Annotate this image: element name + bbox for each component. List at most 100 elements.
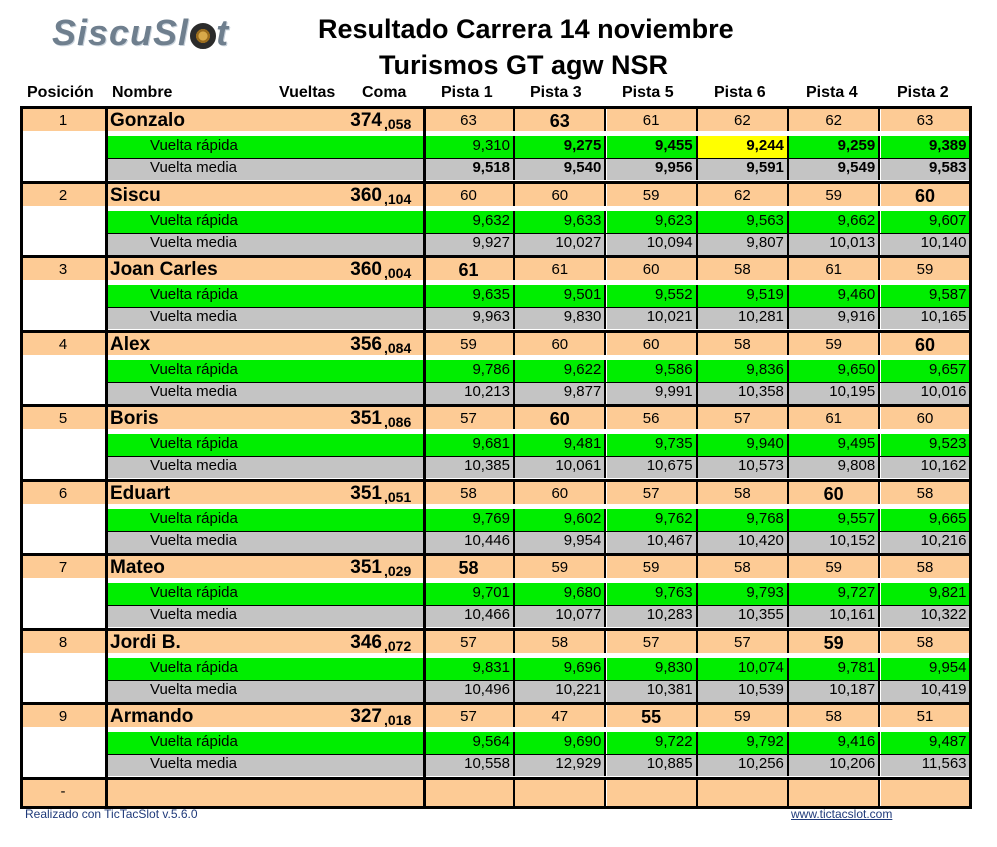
fast-lap-cell: 9,275 (515, 136, 607, 158)
block-divider (20, 627, 972, 631)
avg-lap-row: Vuelta media 10,446 9,954 10,467 10,420 10,15… (20, 530, 972, 553)
block-divider (20, 553, 972, 556)
fast-lap-cell: 9,244 (697, 136, 789, 158)
avg-lap-cell: 10,094 (606, 232, 698, 255)
fast-lap-cell: 9,523 (880, 434, 972, 456)
avg-lap-cell: 10,496 (424, 679, 515, 702)
laps-cell: 57 (424, 407, 515, 429)
avg-lap-label: Vuelta media (106, 605, 424, 627)
coma-value: ,051 (384, 488, 412, 504)
racer-name: Gonzalo (110, 110, 185, 131)
laps-cell: 58 (697, 481, 789, 504)
laps-cell: 63 (424, 109, 515, 131)
fast-lap-row: Vuelta rápida 9,786 9,622 9,586 9,836 9,650 9,… (20, 359, 972, 382)
footer-link[interactable]: www.tictacslot.com (791, 807, 893, 821)
column-divider (969, 106, 972, 809)
header-vueltas: Vueltas (279, 84, 336, 101)
avg-lap-row: Vuelta media 10,496 10,221 10,381 10,539 10,1… (20, 679, 972, 702)
laps-cell: 59 (697, 705, 789, 727)
laps-cell (789, 779, 881, 806)
avg-lap-cell: 9,518 (424, 158, 515, 180)
laps-cell: 63 (515, 109, 607, 131)
row-separator (106, 381, 972, 383)
laps-cell: 62 (789, 109, 881, 131)
name-cell: Jordi B. 346,072 (106, 630, 424, 653)
laps-cell: 59 (789, 556, 881, 578)
laps-cell: 58 (515, 630, 607, 653)
column-divider (20, 106, 23, 809)
racer-row: 1 Gonzalo 374,058 63 63 61 62 62 63 (20, 109, 972, 131)
name-cell: Mateo 351,029 (106, 556, 424, 578)
fast-lap-row: Vuelta rápida 9,635 9,501 9,552 9,519 9,460 9,… (20, 285, 972, 307)
position-cell: 4 (20, 332, 106, 355)
fast-lap-row: Vuelta rápida 9,632 9,633 9,623 9,563 9,662 9,… (20, 210, 972, 233)
avg-lap-cell: 10,467 (606, 530, 698, 553)
fast-lap-cell: 9,633 (515, 210, 607, 233)
fast-lap-cell: 9,657 (880, 359, 972, 382)
avg-lap-cell: 9,830 (515, 307, 607, 329)
fast-lap-cell: 9,763 (606, 583, 698, 605)
fast-lap-cell: 9,696 (515, 657, 607, 680)
laps-cell: 60 (515, 183, 607, 206)
block-divider (20, 702, 972, 705)
avg-lap-cell: 10,419 (880, 679, 972, 702)
laps-cell (424, 779, 515, 806)
racer-row: 7 Mateo 351,029 58 59 59 58 59 58 (20, 556, 972, 578)
fast-lap-cell: 9,701 (424, 583, 515, 605)
avg-lap-label: Vuelta media (106, 679, 424, 702)
header-pista: Pista 2 (897, 84, 949, 101)
laps-cell: 59 (515, 556, 607, 578)
fast-lap-cell: 9,786 (424, 359, 515, 382)
name-cell: Siscu 360,104 (106, 183, 424, 206)
position-cell: 9 (20, 705, 106, 727)
avg-lap-cell: 9,954 (515, 530, 607, 553)
avg-lap-cell: 10,539 (697, 679, 789, 702)
name-cell: Gonzalo 374,058 (106, 109, 424, 131)
racer-name: Siscu (110, 184, 161, 206)
fast-lap-cell: 9,632 (424, 210, 515, 233)
fast-lap-cell: 9,665 (880, 508, 972, 531)
racer-row: 3 Joan Carles 360,004 61 61 60 58 61 59 (20, 258, 972, 280)
laps-cell: 62 (697, 183, 789, 206)
racer-name: Mateo (110, 557, 165, 578)
row-separator (106, 158, 972, 159)
racer-row: 2 Siscu 360,104 60 60 59 62 59 60 (20, 183, 972, 206)
fast-lap-cell: 9,259 (789, 136, 881, 158)
fast-lap-cell: 9,650 (789, 359, 881, 382)
name-cell (106, 779, 424, 806)
avg-lap-cell: 10,283 (606, 605, 698, 627)
avg-lap-cell: 10,355 (697, 605, 789, 627)
avg-lap-cell: 10,420 (697, 530, 789, 553)
racer-name: Armando (110, 706, 194, 727)
avg-lap-label: Vuelta media (106, 232, 424, 255)
position-cell: 2 (20, 183, 106, 206)
fast-lap-row: Vuelta rápida 9,831 9,696 9,830 10,074 9,781 9… (20, 657, 972, 680)
avg-lap-row: Vuelta media 10,558 12,929 10,885 10,256 10,2… (20, 754, 972, 776)
fast-lap-cell: 10,074 (697, 657, 789, 680)
laps-cell: 62 (697, 109, 789, 131)
laps-cell: 57 (424, 705, 515, 727)
fast-lap-cell: 9,830 (606, 657, 698, 680)
avg-lap-row: Vuelta media 10,385 10,061 10,675 10,573 9,80… (20, 456, 972, 478)
row-separator (106, 307, 972, 308)
avg-lap-cell: 10,885 (606, 754, 698, 776)
wheel-icon (190, 23, 217, 49)
fast-lap-cell: 9,552 (606, 285, 698, 307)
fast-lap-row: Vuelta rápida 9,310 9,275 9,455 9,244 9,259 9,… (20, 136, 972, 158)
coma-value: ,029 (384, 563, 412, 578)
name-cell: Armando 327,018 (106, 705, 424, 727)
siscuslot-logo: SiscuSl t (52, 12, 230, 53)
avg-lap-cell: 9,991 (606, 381, 698, 404)
racer-row: 5 Boris 351,086 57 60 56 57 61 60 (20, 407, 972, 429)
avg-lap-row: Vuelta media 9,927 10,027 10,094 9,807 10,013… (20, 232, 972, 255)
racer-row: 8 Jordi B. 346,072 57 58 57 57 59 58 (20, 630, 972, 653)
position-cell: 5 (20, 407, 106, 429)
laps-cell: 60 (515, 332, 607, 355)
block-divider (20, 329, 972, 333)
avg-lap-label: Vuelta media (106, 530, 424, 553)
fast-lap-cell: 9,564 (424, 732, 515, 754)
avg-lap-cell: 10,061 (515, 456, 607, 478)
avg-lap-cell: 12,929 (515, 754, 607, 776)
fast-lap-cell: 9,690 (515, 732, 607, 754)
fast-lap-cell: 9,623 (606, 210, 698, 233)
